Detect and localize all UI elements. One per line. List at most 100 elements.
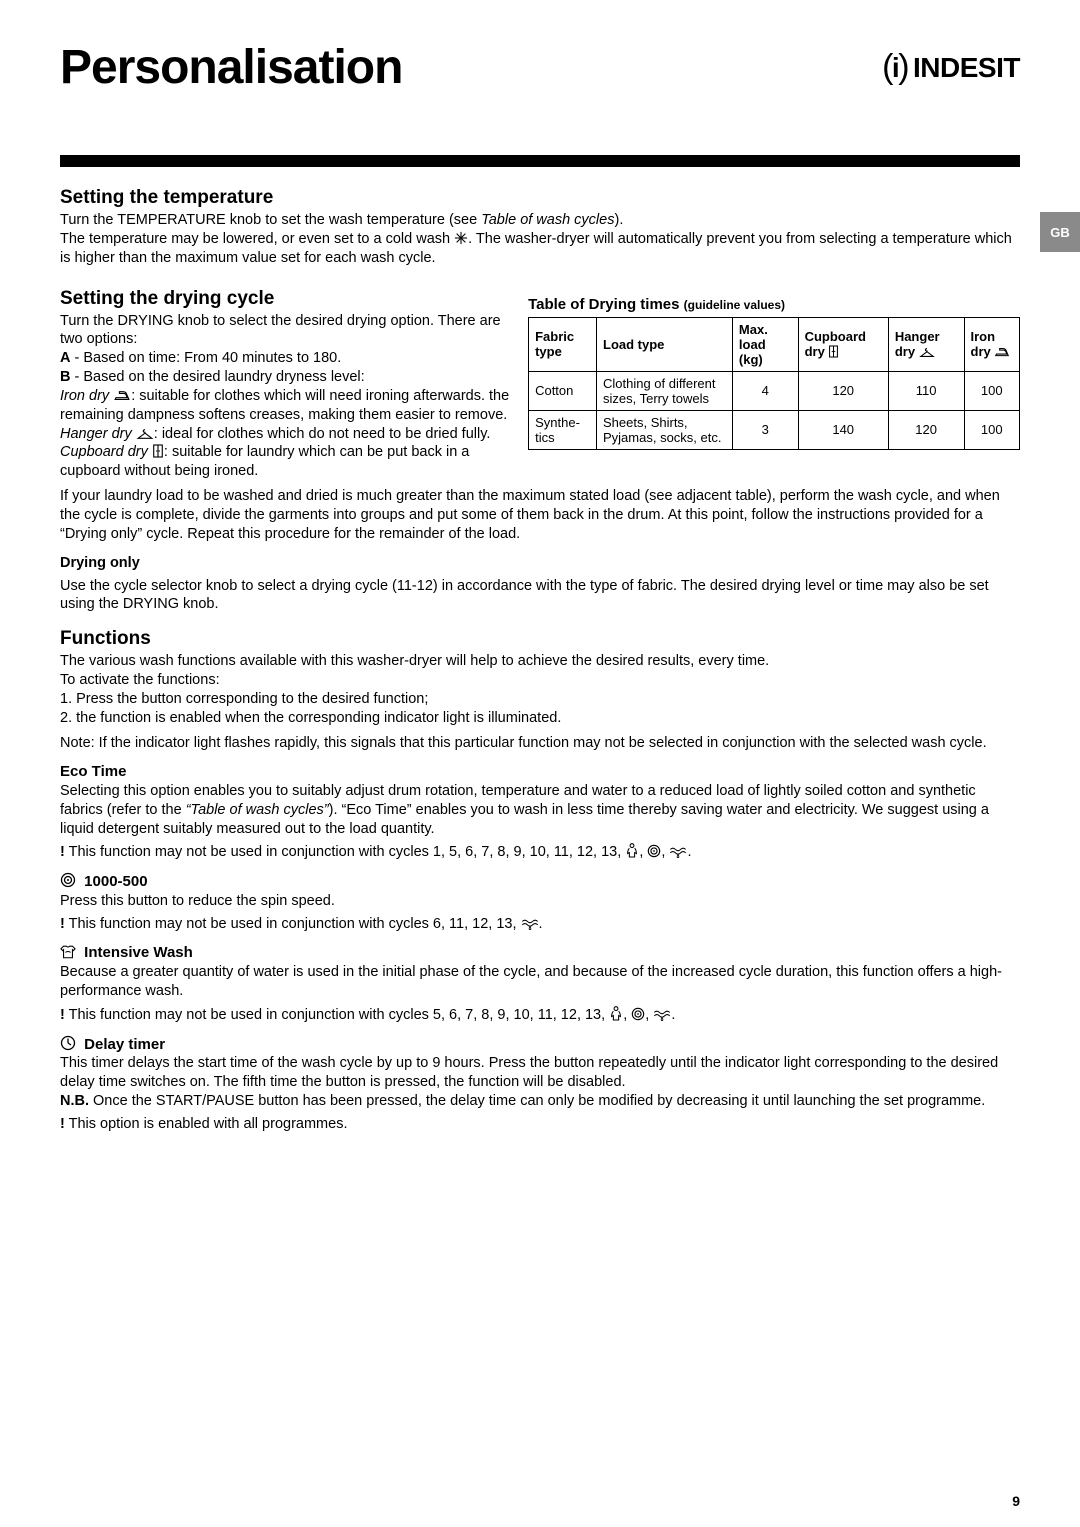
heading-functions: Functions: [60, 628, 1020, 650]
func-spin-bang: ! This function may not be used in conju…: [60, 915, 1020, 934]
text: The temperature may be lowered, or even …: [60, 231, 454, 247]
drying-extra: If your laundry load to be washed and dr…: [60, 487, 1020, 544]
td-hanger: 120: [888, 410, 964, 449]
text: ,: [623, 1007, 631, 1023]
text-italic: Hanger dry: [60, 426, 136, 442]
drying-opt-a: A - Based on time: From 40 minutes to 18…: [60, 349, 514, 368]
brand-text: INDESIT: [913, 52, 1020, 84]
th-cupboard: Cupboard dry: [798, 317, 888, 371]
func-delay-nb: N.B. Once the START/PAUSE button has bee…: [60, 1092, 1020, 1111]
drying-times-table: Fabric type Load type Max. load (kg) Cup…: [528, 317, 1020, 450]
temp-p2: The temperature may be lowered, or even …: [60, 230, 1020, 268]
func-spin-head: 1000-500: [60, 872, 1020, 892]
td-max: 4: [732, 371, 798, 410]
text: .: [671, 1007, 675, 1023]
text: This option is enabled with all programm…: [65, 1116, 348, 1132]
text: : ideal for clothes which do not need to…: [154, 426, 491, 442]
page-number: 9: [1012, 1493, 1020, 1509]
divider: [60, 155, 1020, 167]
text: This function may not be used in conjunc…: [65, 844, 625, 860]
text-italic: Table of wash cycles: [481, 212, 614, 228]
temp-p1: Turn the TEMPERATURE knob to set the was…: [60, 211, 1020, 230]
table-row: CottonClothing of different sizes, Terry…: [529, 371, 1020, 410]
drying-only-t: Use the cycle selector knob to select a …: [60, 577, 1020, 615]
text: 1000-500: [80, 873, 148, 890]
text: .: [539, 916, 543, 932]
spiral-icon: [631, 1007, 645, 1021]
func-eco-bang: ! This function may not be used in conju…: [60, 842, 1020, 862]
text: Once the START/PAUSE button has been pre…: [89, 1093, 985, 1109]
td-iron: 100: [964, 410, 1020, 449]
heading-temperature: Setting the temperature: [60, 187, 1020, 209]
func-intense-head: Intensive Wash: [60, 943, 1020, 963]
drying-cupboard: Cupboard dry : suitable for laundry whic…: [60, 443, 514, 481]
text: - Based on time: From 40 minutes to 180.: [70, 350, 341, 366]
text-italic: “Table of wash cycles”: [186, 802, 329, 818]
drying-iron: Iron dry : suitable for clothes which wi…: [60, 387, 514, 425]
iron-icon: [994, 347, 1010, 358]
func-eco-text: Selecting this option enables you to sui…: [60, 782, 1020, 839]
baby-icon: [625, 842, 639, 858]
tshirt-icon: [60, 944, 76, 959]
func-spin-text: Press this button to reduce the spin spe…: [60, 892, 1020, 911]
func-delay-p1: This timer delays the start time of the …: [60, 1054, 1020, 1092]
th-load: Load type: [597, 317, 733, 371]
text: Delay timer: [80, 1036, 165, 1053]
drying-only-h: Drying only: [60, 554, 1020, 573]
text: Table of Drying times: [528, 296, 684, 313]
heading-drying: Setting the drying cycle: [60, 288, 514, 310]
language-tab: GB: [1040, 212, 1080, 252]
text: Turn the TEMPERATURE knob to set the was…: [60, 212, 481, 228]
th-fabric: Fabric type: [529, 317, 597, 371]
brand-logo: (i) INDESIT: [882, 48, 1020, 87]
text: This function may not be used in conjunc…: [65, 1007, 609, 1023]
text: (guideline values): [684, 298, 785, 312]
text: ).: [614, 212, 623, 228]
func-delay-head: Delay timer: [60, 1035, 1020, 1055]
td-max: 3: [732, 410, 798, 449]
text-italic: Iron dry: [60, 388, 113, 404]
text: .: [687, 844, 691, 860]
drying-intro: Turn the DRYING knob to select the desir…: [60, 312, 514, 350]
td-iron: 100: [964, 371, 1020, 410]
rinse-icon: [669, 846, 687, 858]
td-load: Clothing of different sizes, Terry towel…: [597, 371, 733, 410]
td-cupboard: 140: [798, 410, 888, 449]
cupboard-icon: [152, 444, 164, 458]
func-note: Note: If the indicator light flashes rap…: [60, 734, 1020, 753]
snowflake-icon: [454, 231, 468, 245]
iron-icon: [113, 390, 131, 402]
td-load: Sheets, Shirts, Pyjamas, socks, etc.: [597, 410, 733, 449]
func-intense-bang: ! This function may not be used in conju…: [60, 1005, 1020, 1025]
text: ,: [639, 844, 647, 860]
func-intense-text: Because a greater quantity of water is u…: [60, 963, 1020, 1001]
spiral-icon: [647, 844, 661, 858]
hanger-icon: [136, 428, 154, 440]
td-cupboard: 120: [798, 371, 888, 410]
text: ,: [645, 1007, 653, 1023]
baby-icon: [609, 1005, 623, 1021]
label: A: [60, 350, 70, 366]
drying-hanger: Hanger dry : ideal for clothes which do …: [60, 425, 514, 444]
td-fabric: Cotton: [529, 371, 597, 410]
func-intro: The various wash functions available wit…: [60, 652, 1020, 671]
th-iron: Iron dry: [964, 317, 1020, 371]
th-hanger: Hanger dry: [888, 317, 964, 371]
table-title: Table of Drying times (guideline values): [528, 296, 1020, 313]
text: Intensive Wash: [80, 944, 193, 961]
td-fabric: Synthe­tics: [529, 410, 597, 449]
spiral-icon: [60, 872, 76, 888]
page-title: Personalisation: [60, 40, 402, 95]
func-eco-head: Eco Time: [60, 762, 1020, 782]
func-delay-bang: ! This option is enabled with all progra…: [60, 1115, 1020, 1134]
brand-icon: (i): [882, 48, 909, 87]
rinse-icon: [653, 1009, 671, 1021]
table-row: Synthe­ticsSheets, Shirts, Pyjamas, sock…: [529, 410, 1020, 449]
td-hanger: 110: [888, 371, 964, 410]
label: B: [60, 369, 70, 385]
th-max: Max. load (kg): [732, 317, 798, 371]
text: - Based on the desired laundry dryness l…: [70, 369, 364, 385]
text: ,: [661, 844, 669, 860]
clock-icon: [60, 1035, 76, 1051]
func-activate: To activate the functions:: [60, 671, 1020, 690]
